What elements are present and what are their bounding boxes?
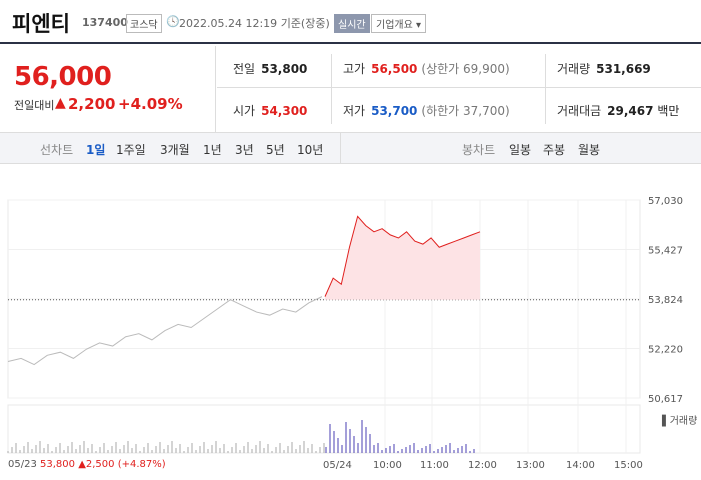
tab-daily[interactable]: 일봉 xyxy=(509,143,532,157)
tab-1y[interactable]: 1년 xyxy=(203,143,222,157)
current-price: 56,000 xyxy=(14,62,112,92)
volume-label: ▌거래량 xyxy=(661,414,697,427)
stock-code: 137400 xyxy=(82,16,128,29)
tab-3y[interactable]: 3년 xyxy=(235,143,254,157)
x-tick-label: 05/24 xyxy=(323,460,352,471)
x-tick-label: 14:00 xyxy=(566,460,595,471)
chart-footer: 05/23 53,800 ▲2,500 (+4.87%) xyxy=(8,459,166,470)
x-tick-label: 11:00 xyxy=(420,460,449,471)
price-box: 56,000 전일대비 ▲ 2,200 +4.09% xyxy=(0,46,216,132)
x-tick-label: 10:00 xyxy=(373,460,402,471)
chart-tabs: 선차트 1일 1주일 3개월 1년 3년 5년 10년 봉차트 일봉 주봉 월봉 xyxy=(0,132,701,164)
y-tick-label: 50,617 xyxy=(648,394,683,405)
tab-5y[interactable]: 5년 xyxy=(266,143,285,157)
tab-monthly[interactable]: 월봉 xyxy=(578,143,601,157)
today-area xyxy=(325,216,480,300)
quote-datetime: 2022.05.24 12:19 기준(장중) xyxy=(179,17,330,30)
x-tick-label: 15:00 xyxy=(614,460,643,471)
trade-amount: 거래대금 29,467 백만 xyxy=(557,104,680,118)
prev-day-line xyxy=(7,296,323,366)
y-tick-label: 53,824 xyxy=(648,295,683,306)
divider xyxy=(340,133,341,163)
x-tick-label: 12:00 xyxy=(468,460,497,471)
tab-1w[interactable]: 1주일 xyxy=(116,143,146,157)
high-price: 고가 56,500 (상한가 69,900) xyxy=(343,62,510,76)
up-arrow-icon: ▲ xyxy=(55,95,66,111)
price-change-percent: +4.09% xyxy=(118,95,183,113)
y-tick-label: 55,427 xyxy=(648,246,683,257)
today-line xyxy=(324,215,481,297)
x-tick-label: 13:00 xyxy=(516,460,545,471)
market-badge: 코스닥 xyxy=(126,14,162,33)
quote-grid: 전일 53,800 고가 56,500 (상한가 69,900) 거래량 531,669… xyxy=(217,46,701,132)
tab-weekly[interactable]: 주봉 xyxy=(543,143,566,157)
price-change: 2,200 xyxy=(68,95,116,113)
divider xyxy=(545,54,546,124)
prev-close: 전일 53,800 xyxy=(233,62,308,76)
candle-chart-label: 봉차트 xyxy=(462,143,496,157)
low-price: 저가 53,700 (하한가 37,700) xyxy=(343,104,510,118)
divider xyxy=(217,87,701,88)
stock-header: 피엔티 137400 코스닥 🕓 2022.05.24 12:19 기준(장중)… xyxy=(0,0,701,44)
y-tick-label: 52,220 xyxy=(648,345,683,356)
clock-icon: 🕓 xyxy=(166,15,180,28)
realtime-badge[interactable]: 실시간 xyxy=(334,14,370,33)
y-tick-label: 57,030 xyxy=(648,196,683,207)
tab-3m[interactable]: 3개월 xyxy=(160,143,190,157)
open-price: 시가 54,300 xyxy=(233,104,308,118)
tab-1d[interactable]: 1일 xyxy=(86,143,106,157)
volume: 거래량 531,669 xyxy=(557,62,651,76)
stock-name: 피엔티 xyxy=(12,12,70,36)
change-label: 전일대비 xyxy=(14,99,55,112)
tab-10y[interactable]: 10년 xyxy=(297,143,324,157)
line-chart-label: 선차트 xyxy=(40,143,74,157)
corp-info-dropdown[interactable]: 기업개요 ▾ xyxy=(371,14,426,33)
divider xyxy=(331,54,332,124)
